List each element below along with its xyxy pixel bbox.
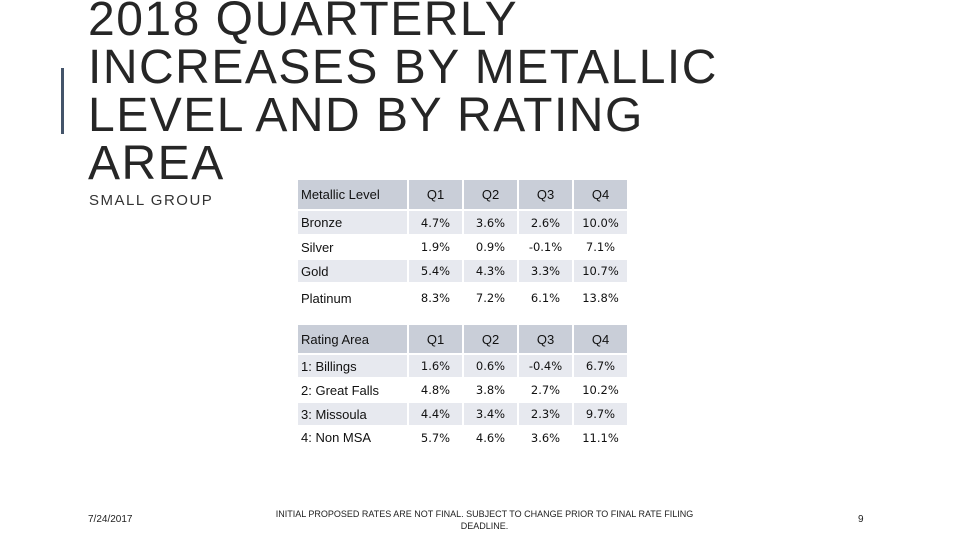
table-cell: 6.7% bbox=[574, 355, 627, 377]
column-header-q3: Q3 bbox=[519, 325, 572, 353]
table-cell: 4.4% bbox=[409, 403, 462, 425]
table-cell: 5.7% bbox=[409, 427, 462, 448]
table-cell: 7.2% bbox=[464, 284, 517, 312]
table-cell: 10.0% bbox=[574, 211, 627, 234]
table-cell: 4.3% bbox=[464, 260, 517, 282]
table-row-gold: Gold 5.4% 4.3% 3.3% 10.7% bbox=[298, 260, 627, 282]
table-row-great-falls: 2: Great Falls 4.8% 3.8% 2.7% 10.2% bbox=[298, 379, 627, 401]
column-header-metallic-level: Metallic Level bbox=[298, 180, 407, 209]
row-label: Platinum bbox=[298, 284, 407, 312]
table-cell: 6.1% bbox=[519, 284, 572, 312]
table-cell: 7.1% bbox=[574, 236, 627, 258]
table-cell: 3.6% bbox=[519, 427, 572, 448]
table-cell: 3.6% bbox=[464, 211, 517, 234]
table-row-platinum: Platinum 8.3% 7.2% 6.1% 13.8% bbox=[298, 284, 627, 312]
table-cell: 13.8% bbox=[574, 284, 627, 312]
page-number: 9 bbox=[858, 514, 864, 525]
table-cell: -0.1% bbox=[519, 236, 572, 258]
table-cell: 8.3% bbox=[409, 284, 462, 312]
row-label: 4: Non MSA bbox=[298, 427, 407, 448]
column-header-q2: Q2 bbox=[464, 180, 517, 209]
row-label: 2: Great Falls bbox=[298, 379, 407, 401]
table-row-billings: 1: Billings 1.6% 0.6% -0.4% 6.7% bbox=[298, 355, 627, 377]
table-cell: 0.6% bbox=[464, 355, 517, 377]
table-cell: 10.2% bbox=[574, 379, 627, 401]
table-cell: 5.4% bbox=[409, 260, 462, 282]
table-cell: 1.9% bbox=[409, 236, 462, 258]
table-row-missoula: 3: Missoula 4.4% 3.4% 2.3% 9.7% bbox=[298, 403, 627, 425]
row-label: Gold bbox=[298, 260, 407, 282]
table-cell: 4.6% bbox=[464, 427, 517, 448]
slide-subtitle: SMALL GROUP bbox=[89, 192, 214, 209]
column-header-q2: Q2 bbox=[464, 325, 517, 353]
footer-disclaimer: INITIAL PROPOSED RATES ARE NOT FINAL. SU… bbox=[275, 509, 694, 531]
table-cell: 0.9% bbox=[464, 236, 517, 258]
table-cell: 2.3% bbox=[519, 403, 572, 425]
column-header-q4: Q4 bbox=[574, 325, 627, 353]
table-row-bronze: Bronze 4.7% 3.6% 2.6% 10.0% bbox=[298, 211, 627, 234]
row-label: 3: Missoula bbox=[298, 403, 407, 425]
table-header-row: Metallic Level Q1 Q2 Q3 Q4 bbox=[298, 180, 627, 209]
table-header-row: Rating Area Q1 Q2 Q3 Q4 bbox=[298, 325, 627, 353]
column-header-q4: Q4 bbox=[574, 180, 627, 209]
slide-title: 2018 QUARTERLY INCREASES BY METALLIC LEV… bbox=[88, 0, 718, 190]
metallic-level-table: Metallic Level Q1 Q2 Q3 Q4 Bronze 4.7% 3… bbox=[296, 178, 629, 314]
table-cell: 10.7% bbox=[574, 260, 627, 282]
table-row-non-msa: 4: Non MSA 5.7% 4.6% 3.6% 11.1% bbox=[298, 427, 627, 448]
column-header-rating-area: Rating Area bbox=[298, 325, 407, 353]
row-label: 1: Billings bbox=[298, 355, 407, 377]
table-cell: 3.4% bbox=[464, 403, 517, 425]
table-cell: 1.6% bbox=[409, 355, 462, 377]
table-cell: 11.1% bbox=[574, 427, 627, 448]
table-cell: 3.3% bbox=[519, 260, 572, 282]
table-row-silver: Silver 1.9% 0.9% -0.1% 7.1% bbox=[298, 236, 627, 258]
column-header-q1: Q1 bbox=[409, 325, 462, 353]
row-label: Silver bbox=[298, 236, 407, 258]
column-header-q3: Q3 bbox=[519, 180, 572, 209]
column-header-q1: Q1 bbox=[409, 180, 462, 209]
table-cell: 2.7% bbox=[519, 379, 572, 401]
table-cell: 2.6% bbox=[519, 211, 572, 234]
table-cell: 3.8% bbox=[464, 379, 517, 401]
table-cell: -0.4% bbox=[519, 355, 572, 377]
table-cell: 4.7% bbox=[409, 211, 462, 234]
table-cell: 9.7% bbox=[574, 403, 627, 425]
footer-date: 7/24/2017 bbox=[88, 514, 133, 525]
row-label: Bronze bbox=[298, 211, 407, 234]
title-accent-bar bbox=[61, 68, 64, 134]
table-cell: 4.8% bbox=[409, 379, 462, 401]
rating-area-table: Rating Area Q1 Q2 Q3 Q4 1: Billings 1.6%… bbox=[296, 323, 629, 450]
